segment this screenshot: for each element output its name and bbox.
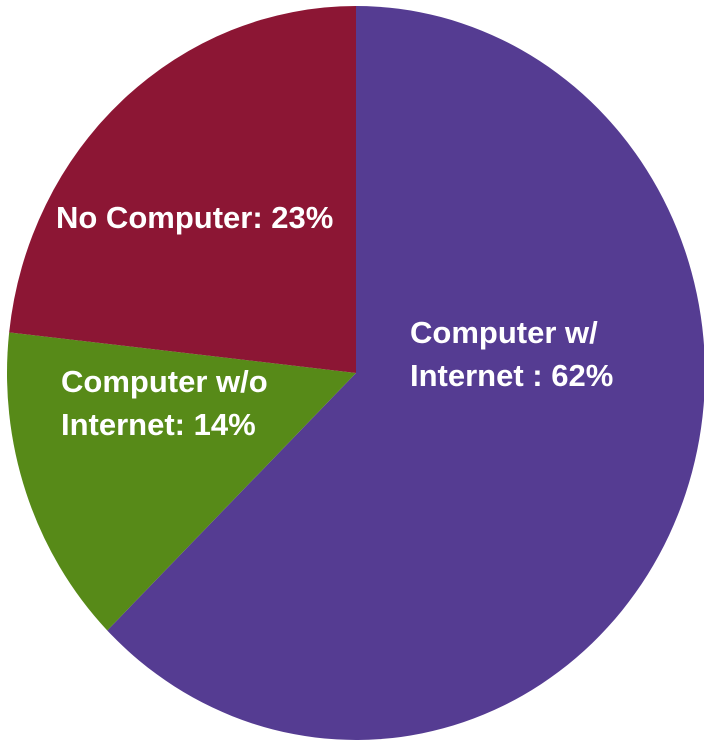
label-computer-without-internet-line-2: Internet: 14% (61, 407, 256, 442)
label-computer-with-internet: Computer w/ Internet : 62% (410, 315, 613, 393)
pie-slice-computer-with-internet (107, 6, 704, 740)
label-computer-without-internet-line-1: Computer w/o (61, 364, 268, 399)
label-no-computer-line-1: No Computer: 23% (56, 200, 333, 235)
label-computer-with-internet-line-1: Computer w/ (410, 315, 598, 350)
pie-slice-no-computer (9, 6, 357, 373)
label-computer-with-internet-line-2: Internet : 62% (410, 358, 613, 393)
pie-slice-computer-without-internet (6, 332, 357, 631)
label-computer-without-internet: Computer w/o Internet: 14% (61, 364, 276, 442)
pie-slices (6, 6, 704, 740)
label-no-computer: No Computer: 23% (56, 200, 333, 235)
pie-labels: Computer w/ Internet : 62% Computer w/o … (56, 200, 613, 442)
